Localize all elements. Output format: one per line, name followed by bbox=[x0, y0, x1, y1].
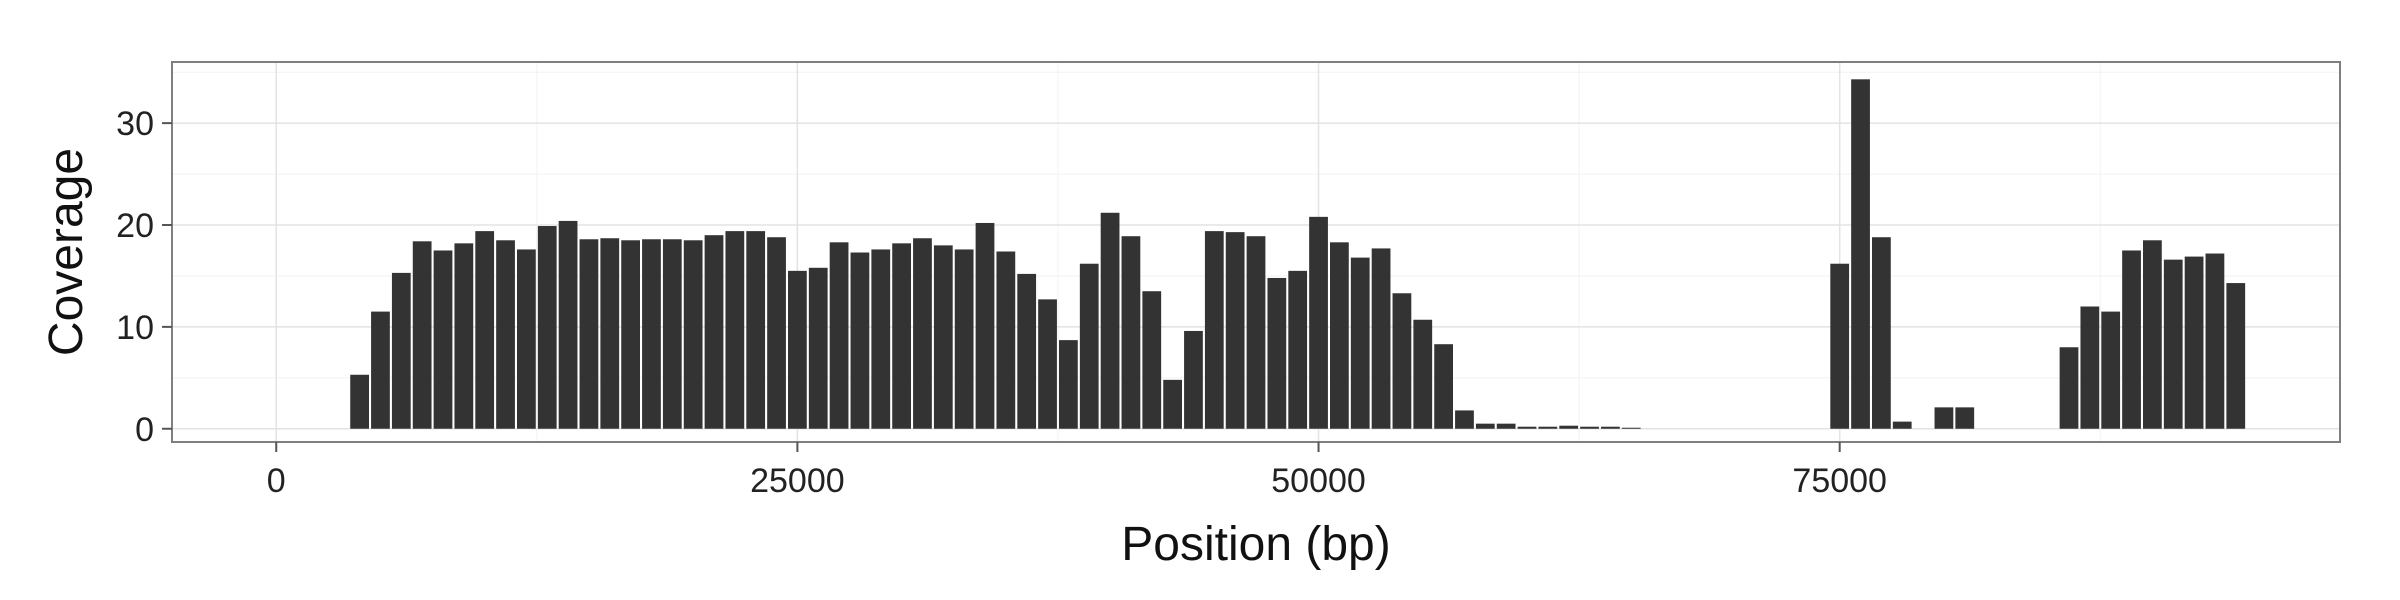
bar bbox=[1079, 263, 1099, 429]
bar bbox=[1872, 237, 1891, 429]
bar bbox=[1309, 216, 1328, 429]
bar bbox=[2163, 259, 2183, 429]
bar bbox=[1517, 426, 1537, 429]
bar bbox=[1121, 236, 1141, 429]
bar bbox=[2101, 311, 2121, 429]
bar bbox=[913, 238, 932, 429]
bar bbox=[1851, 79, 1870, 429]
bar bbox=[600, 238, 620, 429]
bar bbox=[767, 237, 786, 429]
x-tick-label: 0 bbox=[267, 462, 286, 500]
bar bbox=[2059, 347, 2079, 429]
bar bbox=[2143, 240, 2162, 429]
bar bbox=[558, 220, 578, 429]
bar bbox=[1475, 423, 1495, 429]
bar bbox=[475, 231, 495, 429]
bar bbox=[1496, 423, 1516, 429]
bar bbox=[2205, 253, 2225, 429]
y-tick-label: 10 bbox=[116, 309, 154, 347]
bar bbox=[1142, 291, 1162, 429]
bar bbox=[829, 242, 849, 429]
bar bbox=[1038, 299, 1057, 429]
bar bbox=[537, 226, 557, 429]
bar bbox=[1246, 236, 1266, 429]
bar bbox=[1267, 277, 1287, 429]
bar bbox=[1413, 319, 1433, 429]
bar bbox=[746, 231, 766, 429]
bar bbox=[1601, 426, 1620, 429]
bar bbox=[454, 243, 474, 429]
bar bbox=[850, 252, 870, 429]
bar bbox=[1288, 270, 1308, 429]
bar bbox=[892, 243, 911, 429]
bar bbox=[996, 251, 1016, 429]
bar bbox=[1392, 293, 1412, 429]
x-axis-title: Position (bp) bbox=[1121, 518, 1390, 571]
bar bbox=[371, 311, 390, 429]
bar bbox=[350, 374, 369, 429]
x-axis-ticks: 0 25000 50000 75000 bbox=[267, 442, 1887, 500]
bar bbox=[1955, 407, 1975, 429]
bar bbox=[579, 239, 599, 429]
bar bbox=[496, 240, 515, 429]
bar bbox=[642, 239, 661, 429]
x-tick-label: 50000 bbox=[1271, 462, 1366, 500]
y-tick-label: 30 bbox=[116, 105, 154, 143]
bar bbox=[788, 270, 807, 429]
bar bbox=[1330, 242, 1349, 429]
bar bbox=[954, 249, 974, 429]
bar bbox=[871, 249, 891, 429]
bar bbox=[433, 250, 453, 429]
bar bbox=[1559, 425, 1579, 429]
bar bbox=[662, 239, 682, 429]
bar bbox=[1434, 344, 1453, 429]
y-axis-ticks: 0 10 20 30 bbox=[116, 105, 172, 449]
bar bbox=[412, 241, 432, 429]
y-axis-title: Coverage bbox=[40, 148, 93, 356]
bar bbox=[975, 222, 995, 429]
bar bbox=[2184, 256, 2204, 429]
bar bbox=[1934, 407, 1954, 429]
bar bbox=[683, 240, 703, 429]
bar bbox=[1830, 263, 1850, 429]
bar bbox=[808, 267, 828, 429]
bar bbox=[1017, 273, 1037, 429]
bar bbox=[1163, 379, 1182, 429]
plot-panel-border bbox=[171, 61, 2341, 443]
bar bbox=[725, 231, 745, 429]
x-tick-label: 75000 bbox=[1792, 462, 1887, 500]
bar bbox=[1225, 232, 1245, 429]
bars-group bbox=[350, 79, 2246, 429]
bar bbox=[1184, 330, 1203, 429]
bar bbox=[1621, 427, 1641, 429]
bar bbox=[1580, 426, 1599, 429]
bar bbox=[1204, 231, 1224, 429]
y-tick-label: 0 bbox=[135, 411, 154, 449]
bar bbox=[2122, 250, 2141, 429]
bar bbox=[1350, 257, 1370, 429]
y-tick-label: 20 bbox=[116, 207, 154, 245]
bar bbox=[1371, 248, 1391, 429]
bar bbox=[704, 235, 724, 429]
bar bbox=[1100, 212, 1120, 429]
bar bbox=[1455, 410, 1474, 429]
bar bbox=[2226, 283, 2246, 429]
bar bbox=[1538, 426, 1558, 429]
bar bbox=[2080, 306, 2100, 429]
bar bbox=[1892, 421, 1912, 429]
bar bbox=[933, 245, 953, 429]
bar bbox=[517, 249, 536, 429]
bar bbox=[621, 240, 640, 429]
bar bbox=[391, 272, 411, 429]
bar bbox=[1059, 340, 1078, 429]
x-tick-label: 25000 bbox=[750, 462, 845, 500]
